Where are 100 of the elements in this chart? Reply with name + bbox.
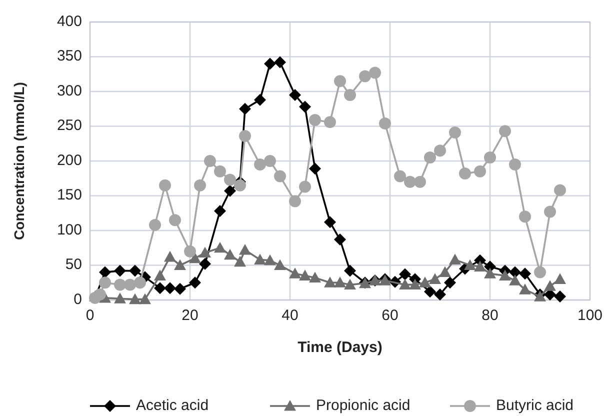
point [484, 268, 496, 278]
point [224, 248, 236, 260]
point [484, 152, 496, 164]
point [174, 282, 186, 295]
point [534, 266, 546, 278]
legend-label: Butyric acid [496, 396, 574, 414]
point [404, 176, 416, 188]
point [499, 270, 511, 280]
point [214, 242, 226, 253]
legend-label: Propionic acid [316, 396, 410, 414]
point [199, 246, 211, 258]
point [324, 116, 336, 128]
point [394, 170, 406, 182]
point [214, 205, 226, 218]
point [414, 176, 426, 188]
point [134, 276, 146, 289]
point [449, 126, 461, 139]
y-tick-label: 100 [56, 221, 82, 238]
point [289, 195, 301, 208]
point [99, 266, 111, 278]
point [274, 170, 286, 182]
point [379, 117, 391, 130]
x-tick-label: 60 [382, 307, 398, 324]
point [359, 70, 371, 82]
point [169, 214, 181, 226]
y-tick-label: 0 [74, 290, 82, 308]
x-tick-label: 20 [182, 307, 198, 324]
x-tick-label: 0 [86, 307, 94, 324]
point [159, 179, 171, 192]
point [409, 278, 421, 290]
point [189, 252, 201, 264]
point [239, 244, 251, 255]
point [474, 165, 486, 178]
point [94, 288, 106, 300]
point [464, 259, 476, 270]
point [534, 290, 546, 302]
point [129, 264, 141, 277]
point [324, 276, 336, 288]
point [114, 292, 126, 304]
point [554, 184, 566, 196]
point [419, 276, 431, 288]
point [334, 75, 346, 88]
point [139, 293, 151, 304]
y-tick-label: 250 [56, 117, 82, 134]
point [189, 276, 201, 289]
point [474, 260, 486, 272]
point [149, 218, 161, 231]
point [499, 125, 511, 138]
point [224, 174, 236, 186]
point [434, 144, 446, 157]
point [124, 278, 136, 291]
point [239, 130, 251, 142]
point [429, 273, 441, 284]
point [299, 180, 311, 193]
point [254, 158, 266, 170]
point [309, 272, 321, 283]
point [324, 216, 336, 228]
point [289, 268, 301, 278]
point [274, 56, 286, 68]
point [264, 58, 276, 70]
point [544, 206, 556, 218]
point [309, 162, 321, 175]
point [439, 266, 451, 277]
point [204, 155, 216, 167]
point [224, 184, 236, 197]
point [194, 179, 206, 192]
point [234, 256, 246, 267]
point [214, 165, 226, 178]
point [344, 264, 356, 277]
point [449, 254, 461, 264]
point [164, 282, 176, 294]
x-tick-label: 80 [482, 307, 498, 324]
point [344, 278, 356, 290]
point [234, 179, 246, 192]
point [424, 286, 436, 298]
point [264, 155, 276, 167]
point [344, 88, 356, 101]
x-tick-label: 40 [282, 307, 298, 324]
y-tick-label: 400 [56, 12, 82, 30]
point [254, 94, 266, 106]
point [254, 254, 266, 264]
point [239, 102, 251, 115]
point [434, 288, 446, 300]
point [519, 268, 531, 280]
x-axis-title: Time (Days) [298, 339, 382, 356]
point [154, 270, 166, 280]
point [154, 282, 166, 294]
point [334, 234, 346, 246]
y-tick-label: 350 [56, 48, 82, 65]
point [509, 274, 521, 286]
point [424, 152, 436, 164]
point [299, 100, 311, 113]
point [199, 258, 211, 270]
point [519, 210, 531, 223]
point [99, 276, 111, 289]
point [264, 254, 276, 266]
point [114, 264, 126, 277]
point [184, 245, 196, 258]
point [309, 114, 321, 126]
point [509, 158, 521, 170]
